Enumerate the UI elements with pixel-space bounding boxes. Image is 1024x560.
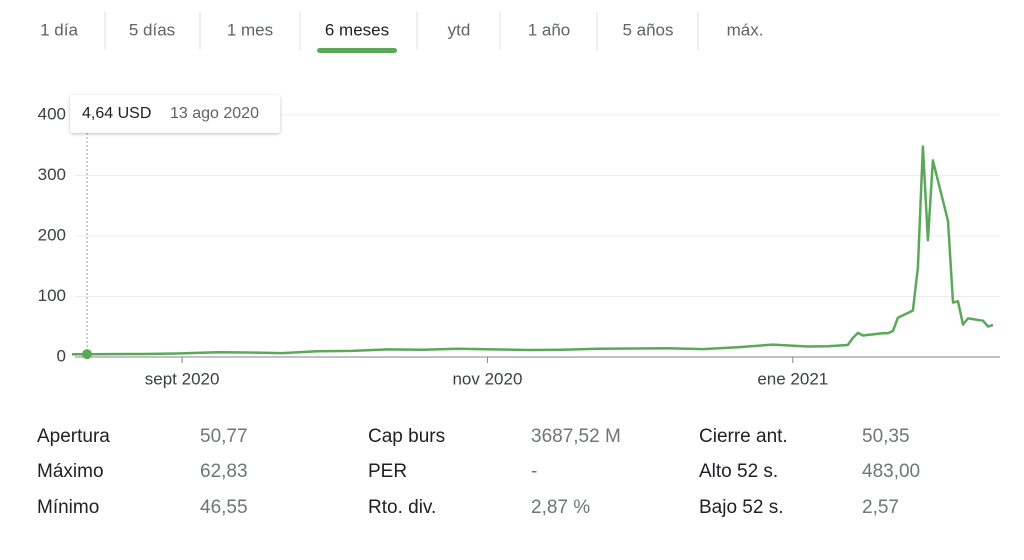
stat-label: Alto 52 s.	[699, 461, 778, 482]
y-tick-label: 300	[38, 165, 66, 184]
x-tick-label: sept 2020	[145, 369, 220, 388]
stat-value: 2,87 %	[531, 497, 590, 518]
stat-value: 483,00	[862, 461, 920, 482]
stat-label: Mínimo	[37, 497, 99, 518]
stat-label: Bajo 52 s.	[699, 497, 784, 518]
stat-value: -	[531, 461, 537, 482]
stat-label: Apertura	[37, 426, 110, 447]
tab[interactable]: 1 mes	[227, 20, 273, 39]
stat-label: Rto. div.	[368, 497, 436, 518]
stat-value: 62,83	[200, 461, 248, 482]
tooltip-value: 4,64 USD	[82, 105, 151, 122]
stat-value: 3687,52 M	[531, 426, 621, 447]
stat-value: 46,55	[200, 497, 248, 518]
stat-label: Máximo	[37, 461, 104, 482]
stat-value: 50,77	[200, 426, 248, 447]
tab[interactable]: 1 día	[40, 20, 78, 39]
tab[interactable]: 1 año	[528, 20, 571, 39]
x-tick-label: nov 2020	[452, 369, 522, 388]
tooltip-box	[70, 95, 280, 133]
tab[interactable]: máx.	[727, 20, 764, 39]
stat-label: PER	[368, 461, 407, 482]
stat-label: Cierre ant.	[699, 426, 788, 447]
y-tick-label: 200	[38, 225, 66, 244]
tab-indicator	[317, 48, 397, 53]
y-tick-label: 100	[38, 286, 66, 305]
hover-dot	[82, 349, 93, 360]
tab[interactable]: 5 años	[622, 20, 673, 39]
tab[interactable]: 5 días	[129, 20, 175, 39]
tab[interactable]: ytd	[448, 20, 471, 39]
tab[interactable]: 6 meses	[325, 20, 389, 39]
tooltip-date: 13 ago 2020	[170, 105, 259, 122]
x-tick-label: ene 2021	[757, 369, 828, 388]
stat-value: 50,35	[862, 426, 910, 447]
stat-label: Cap burs	[368, 426, 445, 447]
price-line	[71, 145, 994, 356]
y-tick-label: 400	[38, 104, 66, 123]
stat-value: 2,57	[862, 497, 899, 518]
y-tick-label: 0	[57, 346, 66, 365]
